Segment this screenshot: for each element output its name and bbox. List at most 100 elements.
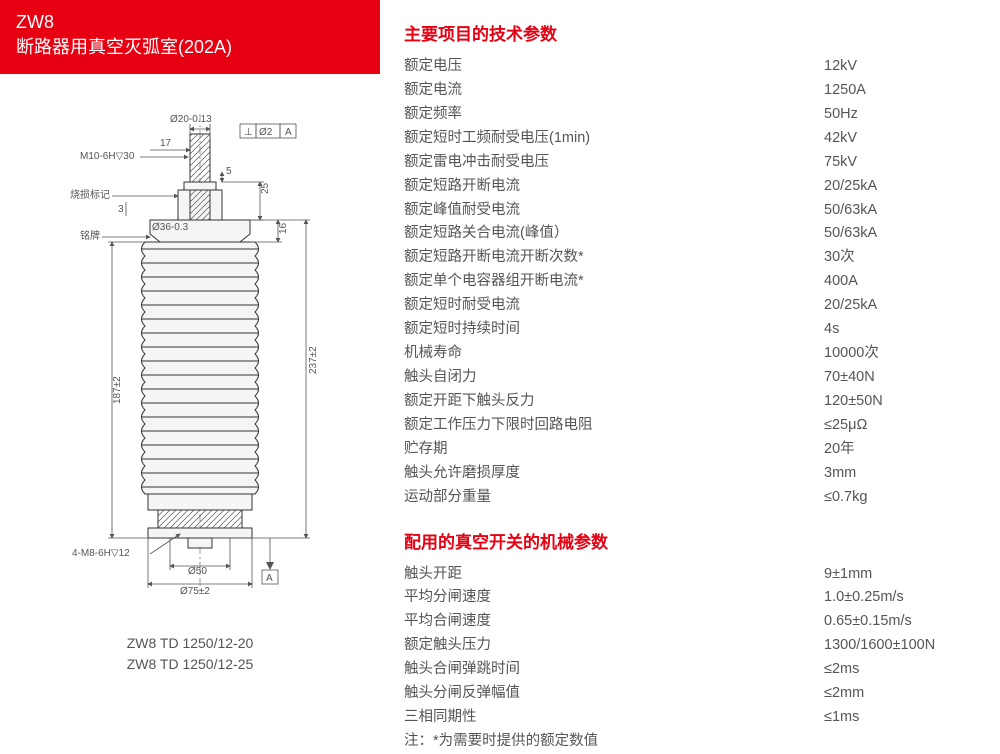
spec2-label: 触头合闸弹跳时间	[404, 658, 824, 682]
spec1-row: 额定电流1250A	[404, 79, 976, 103]
spec1-row: 额定工作压力下限时回路电阻≤25μΩ	[404, 414, 976, 438]
spec1-value: 4s	[824, 318, 976, 342]
dim-body-h: 187±2	[112, 376, 123, 404]
spec1-value: 50/63kA	[824, 199, 976, 223]
right-panel: 主要项目的技术参数 额定电压12kV额定电流1250A额定频率50Hz额定短时工…	[380, 0, 1000, 698]
spec1-label: 运动部分重量	[404, 486, 824, 510]
spec2-label: 平均分闸速度	[404, 586, 824, 610]
dim-16: 16	[278, 223, 289, 235]
spec1-label: 额定工作压力下限时回路电阻	[404, 414, 824, 438]
spec1-value: 120±50N	[824, 390, 976, 414]
spec1-row: 额定峰值耐受电流50/63kA	[404, 199, 976, 223]
spec2-label: 触头开距	[404, 563, 824, 587]
dim-3: 3	[118, 204, 124, 215]
spec2-value: ≤2mm	[824, 682, 976, 706]
spec2-row: 三相同期性≤1ms	[404, 706, 976, 730]
spec2-row: 额定触头压力1300/1600±100N	[404, 634, 976, 658]
spec1-row: 贮存期20年	[404, 438, 976, 462]
spec1-label: 额定单个电容器组开断电流*	[404, 270, 824, 294]
spec2-value: 1.0±0.25m/s	[824, 586, 976, 610]
spec1-label: 额定短时工频耐受电压(1min)	[404, 127, 824, 151]
spec2-label: 三相同期性	[404, 706, 824, 730]
footnote: 注：*为需要时提供的额定数值	[404, 730, 976, 754]
model-1: ZW8 TD 1250/12-20	[20, 633, 360, 654]
technical-drawing: Ø20-0.13 ⊥ Ø2 A 17 M10-6H▽30	[40, 94, 340, 624]
bellows-body	[142, 242, 259, 494]
spec1-value: 50Hz	[824, 103, 976, 127]
spec1-row: 触头自闭力70±40N	[404, 366, 976, 390]
spec1-label: 额定开距下触头反力	[404, 390, 824, 414]
dim-total-h: 237±2	[308, 346, 319, 374]
label-plate: 铭牌	[80, 229, 100, 242]
spec1-value: 12kV	[824, 55, 976, 79]
header-line2: 断路器用真空灭弧室(202A)	[16, 35, 364, 60]
spec1-row: 额定短时耐受电流20/25kA	[404, 294, 976, 318]
dim-25: 25	[260, 183, 271, 195]
spec1-label: 贮存期	[404, 438, 824, 462]
header-line1: ZW8	[16, 10, 364, 35]
spec1-label: 额定雷电冲击耐受电压	[404, 151, 824, 175]
spec1-value: 50/63kA	[824, 222, 976, 246]
dim-17: 17	[160, 138, 172, 149]
spec2-label: 平均合闸速度	[404, 610, 824, 634]
spec2-label: 触头分闸反弹幅值	[404, 682, 824, 706]
spec1-row: 额定短路开断电流开断次数*30次	[404, 246, 976, 270]
spec1-label: 额定短路开断电流开断次数*	[404, 246, 824, 270]
spec1-row: 额定短时工频耐受电压(1min)42kV	[404, 127, 976, 151]
spec2-value: 0.65±0.15m/s	[824, 610, 976, 634]
dim-top-dia: Ø20-0.13	[170, 114, 212, 125]
svg-text:A: A	[266, 573, 273, 584]
spec1-row: 运动部分重量≤0.7kg	[404, 486, 976, 510]
spec1-value: 75kV	[824, 151, 976, 175]
spec2-value: 1300/1600±100N	[824, 634, 976, 658]
spec2-value: ≤1ms	[824, 706, 976, 730]
spec1-value: 70±40N	[824, 366, 976, 390]
spec1-label: 额定短时持续时间	[404, 318, 824, 342]
spec2-row: 平均分闸速度1.0±0.25m/s	[404, 586, 976, 610]
spec1-value: 400A	[824, 270, 976, 294]
spec2-row: 触头开距9±1mm	[404, 563, 976, 587]
spec1-value: ≤0.7kg	[824, 486, 976, 510]
dim-bot75: Ø75±2	[180, 586, 210, 597]
spec1-label: 机械寿命	[404, 342, 824, 366]
product-header: ZW8 断路器用真空灭弧室(202A)	[0, 0, 380, 74]
spec1-row: 额定短路关合电流(峰值）50/63kA	[404, 222, 976, 246]
section2-rows: 触头开距9±1mm平均分闸速度1.0±0.25m/s平均合闸速度0.65±0.1…	[404, 563, 976, 730]
section1-rows: 额定电压12kV额定电流1250A额定频率50Hz额定短时工频耐受电压(1min…	[404, 55, 976, 510]
spec1-row: 触头允许磨损厚度3mm	[404, 462, 976, 486]
spec2-label: 额定触头压力	[404, 634, 824, 658]
datum-a: A	[262, 538, 278, 584]
dim-thread-top: M10-6H▽30	[80, 151, 135, 162]
spec1-label: 额定短时耐受电流	[404, 294, 824, 318]
dim-thread-bot: 4-M8-6H▽12	[72, 548, 130, 559]
tolerance-frame: ⊥ Ø2 A	[240, 124, 296, 138]
spec1-label: 额定电流	[404, 79, 824, 103]
label-burn: 烧损标记	[70, 188, 110, 201]
spec1-label: 触头允许磨损厚度	[404, 462, 824, 486]
spec1-value: 1250A	[824, 79, 976, 103]
dim-5: 5	[226, 166, 232, 177]
spec1-row: 机械寿命10000次	[404, 342, 976, 366]
spec1-row: 额定电压12kV	[404, 55, 976, 79]
section2-title: 配用的真空开关的机械参数	[404, 528, 976, 553]
dim-neck-dia: Ø36-0.3	[152, 222, 189, 233]
spec2-row: 平均合闸速度0.65±0.15m/s	[404, 610, 976, 634]
spec2-row: 触头分闸反弹幅值≤2mm	[404, 682, 976, 706]
spec1-label: 额定频率	[404, 103, 824, 127]
spec2-row: 触头合闸弹跳时间≤2ms	[404, 658, 976, 682]
svg-text:A: A	[285, 127, 292, 138]
spec1-row: 额定频率50Hz	[404, 103, 976, 127]
spec1-label: 额定短路关合电流(峰值）	[404, 222, 824, 246]
model-2: ZW8 TD 1250/12-25	[20, 654, 360, 675]
spec1-label: 额定峰值耐受电流	[404, 199, 824, 223]
dim-bot50: Ø50	[188, 566, 207, 577]
model-labels: ZW8 TD 1250/12-20 ZW8 TD 1250/12-25	[20, 633, 360, 675]
spec1-value: 30次	[824, 246, 976, 270]
spec1-value: 20年	[824, 438, 976, 462]
spec1-row: 额定雷电冲击耐受电压75kV	[404, 151, 976, 175]
spec1-value: 10000次	[824, 342, 976, 366]
spec1-value: 3mm	[824, 462, 976, 486]
spec1-row: 额定开距下触头反力120±50N	[404, 390, 976, 414]
spec1-value: 42kV	[824, 127, 976, 151]
svg-text:Ø2: Ø2	[259, 127, 273, 138]
